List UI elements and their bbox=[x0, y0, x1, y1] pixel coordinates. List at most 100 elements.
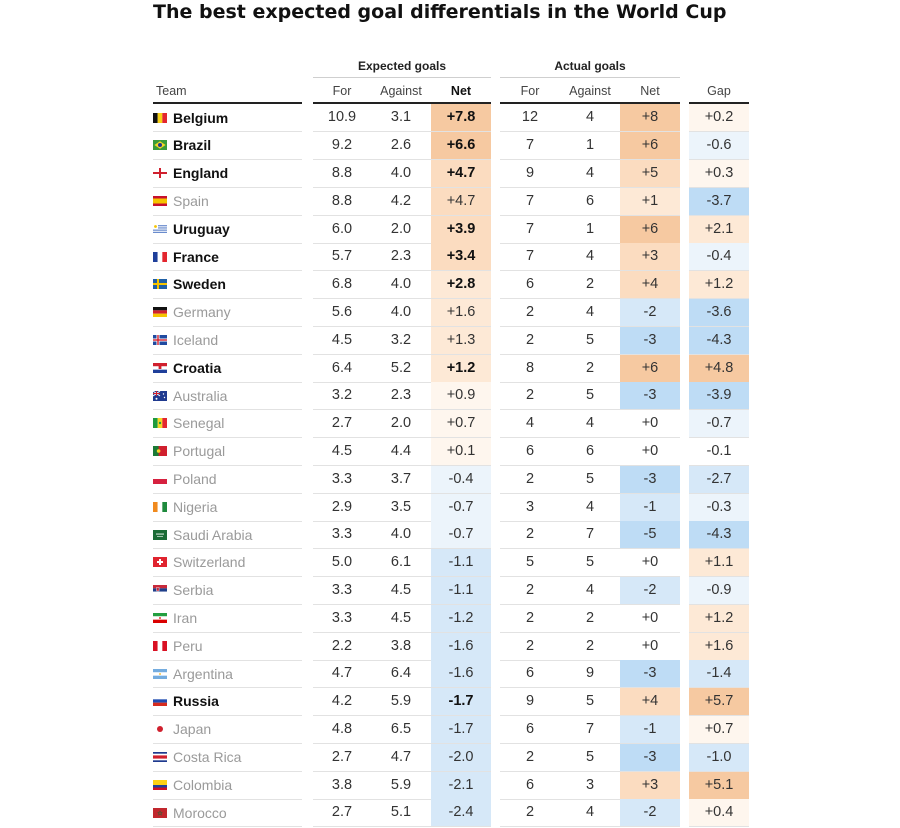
portugal-flag-icon bbox=[153, 446, 167, 457]
row-divider bbox=[313, 520, 491, 522]
row-divider bbox=[313, 270, 491, 272]
row-divider bbox=[500, 437, 680, 439]
cell-ag-against: 5 bbox=[585, 470, 595, 487]
row-divider bbox=[689, 464, 749, 466]
cell-ag-net: +8 bbox=[620, 104, 680, 132]
header-rule-gap bbox=[689, 102, 749, 104]
cell-ag-net: +0 bbox=[641, 443, 659, 459]
row-divider bbox=[153, 353, 302, 355]
cell-gap: -0.7 bbox=[689, 410, 749, 438]
cell-ag-for: 2 bbox=[525, 804, 535, 821]
cell-xg-against: 2.3 bbox=[390, 387, 412, 404]
cell-ag-net: +3 bbox=[620, 243, 680, 271]
cell-xg-net: +1.3 bbox=[431, 326, 491, 354]
row-divider bbox=[313, 548, 491, 550]
cell-ag-against: 3 bbox=[585, 776, 595, 793]
header-rule-actual bbox=[500, 102, 680, 104]
serbia-flag-icon bbox=[153, 585, 167, 596]
brazil-flag-icon bbox=[153, 140, 167, 151]
cell-ag-net: -3 bbox=[620, 326, 680, 354]
cell-ag-for: 7 bbox=[525, 192, 535, 209]
spain-flag-icon bbox=[153, 195, 167, 206]
cell-xg-net: -1.7 bbox=[431, 688, 491, 716]
cell-ag-net: +0 bbox=[641, 637, 659, 654]
row-divider bbox=[153, 742, 302, 744]
column-header-ag-for: For bbox=[520, 84, 540, 98]
cell-gap: +5.7 bbox=[689, 688, 749, 716]
cell-ag-for: 6 bbox=[525, 276, 535, 293]
cell-ag-against: 5 bbox=[585, 693, 595, 710]
row-divider bbox=[313, 409, 491, 411]
table-row-team: Russia bbox=[153, 688, 219, 715]
cell-xg-against: 2.0 bbox=[390, 415, 412, 432]
cell-xg-against: 4.0 bbox=[390, 165, 412, 181]
row-divider bbox=[153, 492, 302, 494]
russia-flag-icon bbox=[153, 696, 167, 707]
cell-ag-for: 6 bbox=[525, 721, 535, 737]
row-divider bbox=[500, 576, 680, 578]
cell-ag-for: 12 bbox=[521, 109, 539, 126]
team-name: Costa Rica bbox=[173, 748, 242, 765]
cell-xg-against: 4.5 bbox=[390, 582, 412, 598]
row-divider bbox=[689, 798, 749, 800]
row-divider bbox=[153, 603, 302, 605]
belgium-flag-icon bbox=[153, 112, 167, 123]
sweden-flag-icon bbox=[153, 279, 167, 290]
header-rule-expected bbox=[313, 102, 491, 104]
table-row-team: Iran bbox=[153, 604, 197, 631]
cell-ag-net: -1 bbox=[620, 716, 680, 743]
iran-flag-icon bbox=[153, 612, 167, 623]
england-flag-icon bbox=[153, 168, 167, 179]
cell-gap: +0.4 bbox=[689, 799, 749, 827]
column-header-ag-net: Net bbox=[640, 84, 660, 98]
row-divider bbox=[313, 242, 491, 244]
row-divider bbox=[313, 353, 491, 355]
row-divider bbox=[313, 214, 491, 216]
team-name: Russia bbox=[173, 693, 219, 710]
row-divider bbox=[313, 826, 491, 828]
cell-xg-against: 3.5 bbox=[390, 498, 412, 515]
row-divider bbox=[153, 715, 302, 717]
row-divider bbox=[153, 186, 302, 188]
cell-ag-against: 1 bbox=[585, 137, 595, 154]
row-divider bbox=[313, 715, 491, 717]
cell-gap: -4.3 bbox=[689, 521, 749, 549]
argentina-flag-icon bbox=[153, 668, 167, 679]
cell-gap: +5.1 bbox=[689, 771, 749, 799]
column-header-ag-against: Against bbox=[569, 84, 611, 98]
cell-ag-net: +0 bbox=[641, 554, 659, 571]
team-name: England bbox=[173, 165, 229, 182]
team-name: Croatia bbox=[173, 359, 222, 376]
cell-xg-for: 3.3 bbox=[331, 526, 353, 543]
cell-ag-net: -3 bbox=[620, 660, 680, 688]
table-row-team: Spain bbox=[153, 187, 209, 214]
row-divider bbox=[500, 242, 680, 244]
cell-ag-net: -2 bbox=[620, 799, 680, 827]
cell-ag-for: 2 bbox=[525, 387, 535, 404]
team-name: Iceland bbox=[173, 331, 219, 348]
cell-ag-against: 4 bbox=[585, 582, 595, 598]
row-divider bbox=[500, 798, 680, 800]
cell-xg-against: 6.4 bbox=[390, 665, 412, 682]
table-row-team: Australia bbox=[153, 382, 227, 409]
cell-xg-net: +1.2 bbox=[431, 354, 491, 382]
cell-xg-against: 4.4 bbox=[390, 443, 412, 459]
cell-xg-net: -1.7 bbox=[431, 716, 491, 743]
cell-ag-net: -5 bbox=[620, 521, 680, 549]
cell-ag-for: 6 bbox=[525, 776, 535, 793]
senegal-flag-icon bbox=[153, 418, 167, 429]
cell-ag-against: 2 bbox=[585, 276, 595, 293]
row-divider bbox=[689, 242, 749, 244]
cell-xg-for: 3.8 bbox=[331, 776, 353, 793]
team-name: Peru bbox=[173, 637, 203, 654]
row-divider bbox=[689, 131, 749, 133]
cell-xg-for: 5.7 bbox=[331, 248, 353, 265]
team-name: Japan bbox=[173, 721, 212, 738]
cell-ag-for: 3 bbox=[525, 498, 535, 515]
row-divider bbox=[313, 631, 491, 633]
cell-xg-net: +1.6 bbox=[431, 299, 491, 326]
row-divider bbox=[153, 325, 302, 327]
cell-ag-for: 2 bbox=[525, 526, 535, 543]
team-name: France bbox=[173, 248, 219, 265]
row-divider bbox=[689, 687, 749, 689]
